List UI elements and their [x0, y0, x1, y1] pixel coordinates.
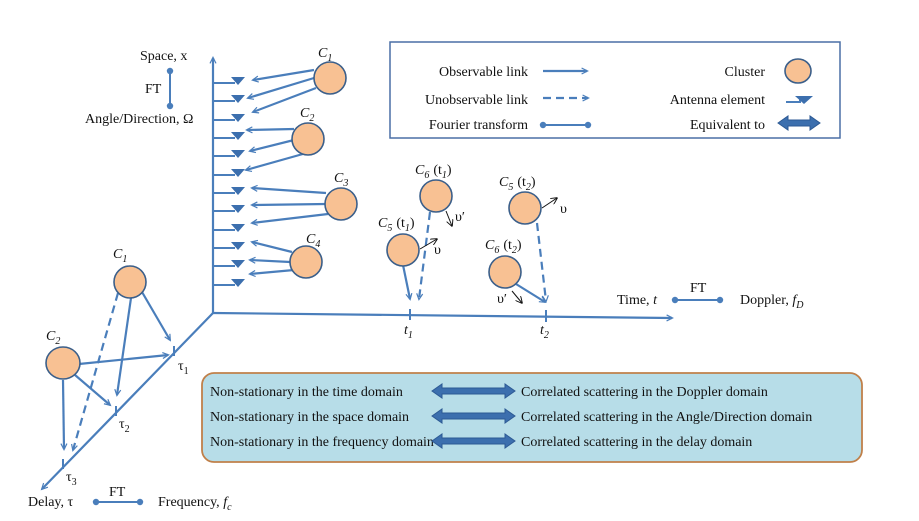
svg-text:C6(t1): C6 (t1) — [415, 163, 452, 181]
equivalence-row-frequency: Non-stationary in the frequency domain C… — [210, 433, 752, 450]
space-axis-label: Space, x — [140, 49, 187, 64]
svg-text:C4: C4 — [306, 232, 320, 250]
svg-text:C3: C3 — [334, 171, 348, 189]
delay-axis-label: Delay, τ — [28, 495, 74, 510]
time-axis — [212, 311, 674, 322]
space-links — [244, 68, 329, 278]
velocity-label: υ′ — [497, 292, 507, 307]
legend-ft-label: Fourier transform — [429, 118, 528, 133]
svg-text:C5(t2): C5 (t2) — [499, 175, 536, 193]
svg-text:C1: C1 — [113, 247, 127, 265]
delay-ft-label: FT — [109, 485, 126, 500]
legend-box: Observable link Unobservable link Fourie… — [389, 41, 841, 139]
equivalence-row-time: Non-stationary in the time domain Correl… — [210, 383, 768, 400]
tau2-label: τ2 — [119, 417, 130, 435]
delay-axis — [40, 312, 214, 491]
time-cluster-c6-t1: C6 (t1) — [415, 163, 453, 213]
double-arrow-icon — [777, 115, 821, 131]
space-cluster-c4: C4 — [289, 232, 323, 279]
antenna-element-icon — [231, 77, 245, 287]
svg-text:Non-stationary in the frequenc: Non-stationary in the frequency domain — [210, 435, 434, 450]
svg-text:Non-stationary in the space do: Non-stationary in the space domain — [210, 410, 409, 425]
velocity-label: υ — [560, 202, 567, 217]
space-cluster-c2: C2 — [291, 106, 325, 156]
antenna-array — [213, 82, 235, 286]
double-arrow-icon — [431, 408, 516, 424]
svg-text:Correlated scattering in the A: Correlated scattering in the Angle/Direc… — [521, 410, 812, 425]
time-cluster-c5-t1: C5 (t1) — [378, 216, 420, 267]
time-links — [401, 211, 549, 304]
time-ft-label: FT — [690, 281, 707, 296]
delay-ft-icon — [92, 498, 144, 506]
velocity-label: υ′ — [455, 210, 465, 225]
velocity-arrows — [419, 198, 557, 303]
svg-text:Correlated scattering in the D: Correlated scattering in the Doppler dom… — [521, 385, 768, 400]
space-ft-label: FT — [145, 82, 162, 97]
space-ft-icon — [166, 67, 174, 110]
svg-text:C1: C1 — [318, 46, 332, 64]
doppler-axis-label: Doppler, fD — [740, 293, 804, 311]
t1-tick-label: t1 — [404, 323, 413, 341]
time-cluster-c6-t2: C6 (t2) — [485, 238, 522, 289]
delay-ticks — [62, 346, 175, 469]
equivalence-row-space: Non-stationary in the space domain Corre… — [210, 408, 812, 425]
svg-text:C2: C2 — [46, 329, 60, 347]
time-ticks — [409, 309, 547, 322]
legend-cluster-label: Cluster — [725, 65, 766, 80]
legend-observable-label: Observable link — [439, 65, 528, 80]
t2-tick-label: t2 — [540, 323, 549, 341]
legend-equivalent-label: Equivalent to — [690, 118, 765, 133]
legend-unobservable-label: Unobservable link — [425, 93, 528, 108]
time-ft-icon — [671, 296, 724, 304]
velocity-label: υ — [434, 243, 441, 258]
tau1-label: τ1 — [178, 359, 189, 377]
space-cluster-c3: C3 — [324, 171, 358, 221]
tau3-label: τ3 — [66, 470, 77, 488]
svg-text:C2: C2 — [300, 106, 314, 124]
legend-antenna-label: Antenna element — [670, 93, 765, 108]
time-axis-label: Time, t — [617, 293, 658, 308]
cluster-icon — [784, 58, 812, 84]
svg-text:Correlated scattering in the d: Correlated scattering in the delay domai… — [521, 435, 752, 450]
angle-axis-label: Angle/Direction, Ω — [85, 112, 193, 127]
time-cluster-c5-t2: C5 (t2) — [499, 175, 542, 225]
svg-text:Non-stationary in the time dom: Non-stationary in the time domain — [210, 385, 403, 400]
space-cluster-c1: C1 — [313, 46, 347, 95]
double-arrow-icon — [431, 433, 516, 449]
delay-cluster-c1: C1 — [113, 247, 147, 299]
equivalence-box: Non-stationary in the time domain Correl… — [201, 372, 863, 463]
svg-text:C6(t2): C6 (t2) — [485, 238, 522, 256]
frequency-axis-label: Frequency, fc — [158, 495, 232, 513]
delay-links — [60, 291, 171, 452]
double-arrow-icon — [431, 383, 516, 399]
delay-cluster-c2: C2 — [45, 329, 81, 380]
fourier-transform-icon — [539, 121, 592, 129]
antenna-element-icon — [786, 96, 813, 104]
svg-text:C5(t1): C5 (t1) — [378, 216, 415, 234]
